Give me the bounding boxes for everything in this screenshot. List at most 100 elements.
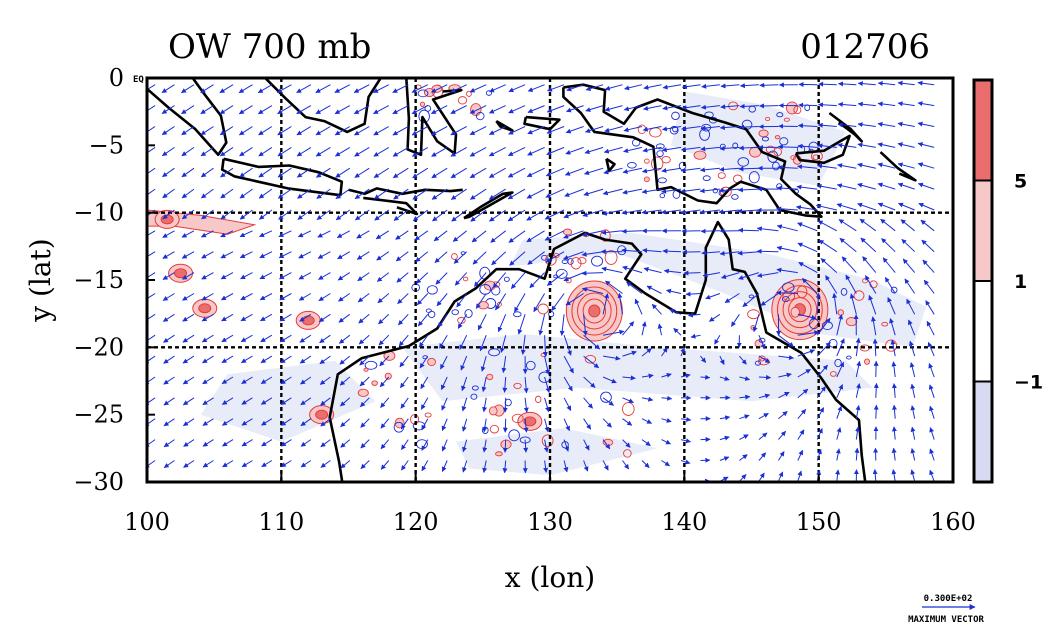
wind-vector — [240, 313, 253, 322]
wind-vector — [702, 272, 720, 278]
wind-vector — [201, 334, 214, 343]
wind-vector — [897, 162, 915, 169]
wind-vector — [683, 270, 701, 276]
wind-vector — [300, 376, 312, 385]
wind-vector — [815, 203, 837, 211]
wind-vector — [643, 105, 662, 111]
wind-vector — [260, 397, 273, 405]
wind-vector — [469, 167, 487, 179]
wind-vector — [622, 439, 631, 448]
wind-vector — [334, 146, 351, 157]
wind-vector — [400, 397, 409, 409]
wind-vector — [380, 397, 390, 408]
wind-vector — [752, 314, 760, 333]
wind-vector — [680, 167, 701, 173]
wind-vector — [917, 142, 935, 148]
wind-vector — [857, 162, 876, 169]
wind-vector — [502, 439, 508, 453]
wind-vector — [279, 272, 292, 280]
wind-vector — [817, 163, 837, 169]
wind-vector — [836, 338, 845, 357]
y-tick-label: −20 — [73, 333, 124, 361]
wind-vector — [181, 272, 195, 280]
wind-vector — [300, 418, 312, 427]
positive-ow-contour — [384, 372, 392, 380]
wind-vector — [544, 209, 565, 220]
wind-vector — [642, 126, 662, 132]
wind-vector — [162, 313, 175, 322]
wind-vector — [673, 327, 682, 336]
wind-vector — [523, 418, 529, 433]
wind-vector — [520, 335, 526, 355]
wind-vector — [544, 355, 551, 375]
wind-vector-layer — [147, 80, 935, 482]
wind-vector — [845, 274, 857, 294]
y-tick-label: −30 — [73, 468, 124, 496]
x-axis-label: x (lon) — [505, 561, 595, 594]
colorbar: 5 1 −1 — [972, 78, 1043, 484]
wind-vector — [527, 251, 545, 265]
wind-vector — [488, 146, 506, 157]
wind-vector — [817, 122, 837, 128]
wind-vector — [565, 146, 584, 155]
wind-vector — [563, 230, 584, 239]
wind-vector — [222, 460, 234, 468]
wind-vector — [378, 313, 390, 325]
wind-vector — [432, 209, 448, 222]
wind-vector — [797, 164, 818, 170]
wind-vector — [317, 251, 331, 259]
wind-vector — [797, 470, 803, 482]
wind-vector — [758, 393, 771, 399]
wind-vector — [502, 376, 508, 393]
wind-vector — [258, 167, 273, 178]
coastline-segment — [328, 220, 867, 482]
wind-vector — [162, 167, 175, 178]
wind-vector — [877, 121, 896, 127]
wind-vector — [778, 355, 794, 360]
wind-vector — [469, 146, 487, 157]
wind-vector — [900, 219, 916, 232]
negative-ow-contour — [761, 136, 769, 142]
wind-vector — [680, 209, 701, 215]
positive-ow-contour — [788, 297, 812, 323]
wind-vector — [705, 293, 721, 300]
coastline-segment — [562, 83, 823, 218]
wind-vector — [279, 313, 292, 322]
wind-vector — [340, 439, 351, 448]
wind-vector — [279, 334, 292, 343]
negative-ow-contour — [767, 150, 779, 163]
negative-ow-contour — [781, 296, 790, 303]
wind-vector — [602, 188, 623, 196]
wind-vector — [719, 166, 740, 172]
wind-vector — [857, 142, 876, 148]
wind-vector — [380, 439, 390, 450]
wind-vector — [241, 439, 253, 447]
wind-vector — [489, 209, 506, 222]
wind-vector — [412, 167, 429, 179]
wind-vector — [183, 460, 195, 468]
wind-vector — [929, 448, 935, 461]
wind-vector — [320, 439, 331, 448]
wind-vector — [646, 285, 662, 294]
wind-vector — [546, 272, 565, 286]
wind-vector — [147, 84, 156, 93]
wind-vector — [559, 314, 565, 336]
wind-vector — [201, 313, 214, 322]
wind-vector — [621, 228, 643, 234]
wind-vector — [884, 276, 896, 294]
negative-ow-contour — [712, 188, 718, 194]
positive-ow-contour — [489, 424, 500, 434]
wind-vector — [238, 84, 253, 94]
wind-vector — [836, 314, 844, 336]
wind-vector — [219, 105, 234, 115]
negative-ow-contour — [840, 288, 848, 296]
wind-vector — [862, 256, 877, 273]
positive-ow-contour — [513, 382, 522, 389]
wind-vector — [928, 384, 935, 398]
wind-vector — [891, 426, 897, 440]
wind-vector — [737, 250, 759, 256]
wind-vector — [469, 126, 487, 136]
wind-vector — [316, 188, 331, 199]
wind-vector — [721, 272, 740, 280]
wind-vector — [651, 303, 662, 315]
